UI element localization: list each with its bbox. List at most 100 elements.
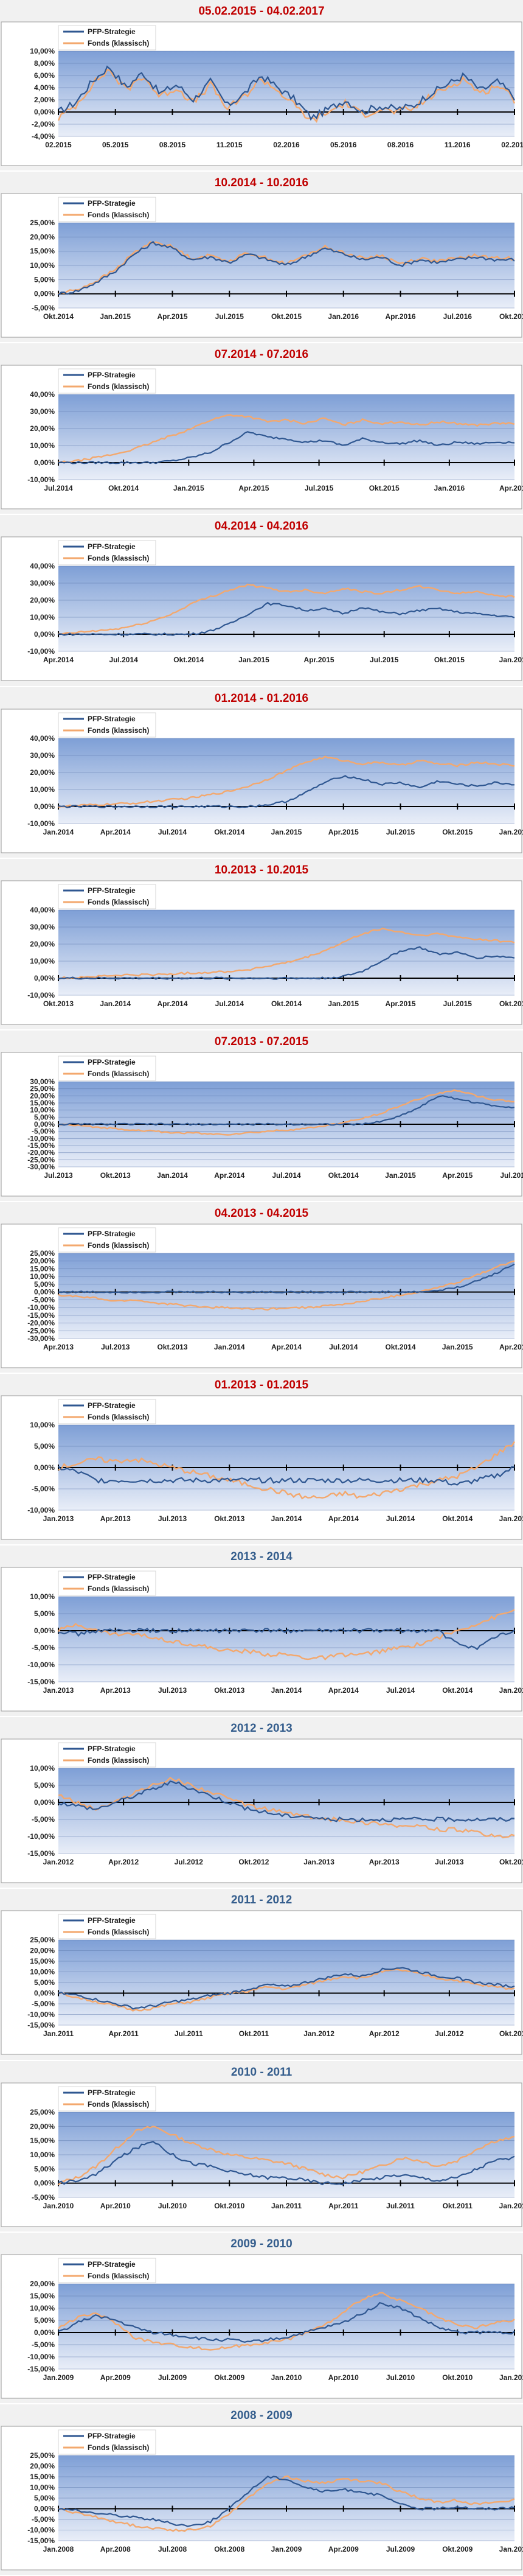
legend-box bbox=[58, 1055, 156, 1081]
panel-divider bbox=[0, 170, 523, 172]
y-tick-label: 5,00% bbox=[34, 1113, 55, 1121]
y-tick-label: 10,00% bbox=[30, 1421, 55, 1429]
x-tick-label: Jul.2014 bbox=[329, 1343, 358, 1351]
panel-divider bbox=[0, 342, 523, 344]
y-tick-label: 20,00% bbox=[30, 2280, 55, 2288]
y-tick-label: 15,00% bbox=[30, 1264, 55, 1273]
chart-title: 2012 - 2013 bbox=[230, 1722, 293, 1735]
y-tick-label: 0,00% bbox=[34, 974, 55, 982]
y-tick-label: 0,00% bbox=[34, 1120, 55, 1129]
y-tick-label: 5,00% bbox=[34, 1978, 55, 1987]
y-tick-label: 2,00% bbox=[34, 96, 55, 104]
y-tick-label: -15,00% bbox=[27, 2536, 55, 2545]
x-tick-label: 05.2016 bbox=[330, 141, 357, 149]
y-tick-label: -15,00% bbox=[27, 1141, 55, 1150]
x-tick-label: Jan.2011 bbox=[271, 2202, 302, 2210]
y-tick-label: 25,00% bbox=[30, 1084, 55, 1093]
legend-label: PFP-Strategie bbox=[88, 886, 136, 895]
y-tick-label: 40,00% bbox=[30, 906, 55, 914]
y-tick-label: 0,00% bbox=[34, 2504, 55, 2513]
fund-line bbox=[58, 2475, 515, 2532]
y-tick-label: 40,00% bbox=[30, 562, 55, 570]
x-tick-label: Jul.2015 bbox=[443, 999, 473, 1008]
y-tick-label: -5,00% bbox=[32, 1815, 55, 1824]
x-tick-label: Jan.2014 bbox=[271, 1514, 302, 1523]
x-tick-label: Okt.2011 bbox=[239, 2029, 269, 2038]
y-tick-label: 5,00% bbox=[34, 1609, 55, 1618]
chart-svg: 10,00%5,00%0,00%-5,00%-10,00%-15,00%Jan.… bbox=[1, 1738, 523, 1883]
x-tick-label: Jan.2015 bbox=[100, 312, 131, 321]
panel-divider bbox=[0, 1373, 523, 1374]
panel-divider bbox=[0, 2231, 523, 2233]
y-tick-label: 0,00% bbox=[34, 802, 55, 811]
chart-svg: 25,00%20,00%15,00%10,00%5,00%0,00%-5,00%… bbox=[1, 1223, 523, 1368]
y-tick-label: 10,00% bbox=[30, 1592, 55, 1601]
y-tick-label: 15,00% bbox=[30, 1957, 55, 1965]
y-tick-label: 10,00% bbox=[30, 441, 55, 450]
x-tick-label: Okt.2015 bbox=[271, 312, 302, 321]
plot-area bbox=[58, 909, 514, 995]
y-tick-label: 0,00% bbox=[34, 2179, 55, 2187]
y-tick-label: -2,00% bbox=[32, 120, 55, 128]
y-tick-label: 25,00% bbox=[30, 1249, 55, 1258]
x-tick-label: Apr.2010 bbox=[100, 2202, 131, 2210]
y-tick-label: 10,00% bbox=[30, 613, 55, 621]
x-tick-label: 02.2015 bbox=[45, 141, 72, 149]
x-tick-label: Jul.2016 bbox=[443, 312, 473, 321]
chart-title: 07.2014 - 07.2016 bbox=[214, 348, 309, 362]
x-tick-label: Okt.2014 bbox=[385, 1343, 415, 1351]
plot-area bbox=[58, 1597, 514, 1682]
x-tick-label: Jul.2015 bbox=[215, 312, 244, 321]
plot-area bbox=[58, 738, 514, 824]
chart-svg: 40,00%30,00%20,00%10,00%0,00%-10,00%Okt.… bbox=[1, 880, 523, 1025]
x-tick-label: Okt.2008 bbox=[214, 2545, 244, 2553]
y-tick-label: -10,00% bbox=[27, 1661, 55, 1669]
y-tick-label: 4,00% bbox=[34, 83, 55, 92]
y-tick-label: -10,00% bbox=[27, 2011, 55, 2019]
y-tick-label: 0,00% bbox=[34, 1288, 55, 1297]
strategy-line bbox=[58, 2475, 515, 2527]
y-tick-label: -5,00% bbox=[32, 2340, 55, 2349]
chart-svg: 10,00% 8,00% 6,00% 4,00% 2,00% 0,00% -2,00% -4,… bbox=[1, 21, 523, 166]
legend-label: PFP-Strategie bbox=[88, 2260, 136, 2269]
x-tick-label: Jul.2013 bbox=[101, 1343, 130, 1351]
chart-title: 2013 - 2014 bbox=[230, 1550, 293, 1564]
x-tick-label: Jul.2014 bbox=[386, 1686, 415, 1695]
panel-divider bbox=[0, 857, 523, 859]
x-tick-label: Okt.2015 bbox=[434, 656, 465, 664]
x-tick-label: 08.2015 bbox=[159, 141, 186, 149]
panel-divider bbox=[0, 1029, 523, 1031]
x-tick-label: Apr.2014 bbox=[157, 999, 187, 1008]
legend-label: Fonds (klassisch) bbox=[88, 898, 149, 906]
x-tick-label: Jan.2015 bbox=[238, 656, 269, 664]
legend-box bbox=[58, 1399, 156, 1424]
chart-panel: 05.02.2015 - 04.02.2017 10,00% 8,00% 6,00% 4… bbox=[0, 0, 523, 172]
plot-area bbox=[58, 394, 514, 480]
y-tick-label: -5,00% bbox=[32, 1127, 55, 1135]
x-tick-label: Jan.2010 bbox=[271, 2373, 302, 2382]
legend-label: PFP-Strategie bbox=[88, 371, 136, 379]
y-tick-label: 0,00% bbox=[34, 630, 55, 639]
x-tick-label: Jan.2016 bbox=[434, 484, 465, 492]
x-tick-label: Jan.2009 bbox=[43, 2373, 74, 2382]
y-tick-label: 20,00% bbox=[30, 2462, 55, 2470]
x-tick-label: 11.2016 bbox=[445, 141, 471, 149]
x-tick-label: Okt.2014 bbox=[214, 828, 244, 836]
y-tick-label: -10,00% bbox=[27, 2525, 55, 2534]
y-tick-label: -25,00% bbox=[27, 1326, 55, 1335]
strategy-line bbox=[58, 1263, 515, 1294]
chart-svg: 40,00%30,00%20,00%10,00%0,00%-10,00%Apr.… bbox=[1, 536, 523, 681]
x-tick-label: Jan.2013 bbox=[303, 1858, 334, 1866]
y-tick-label: 10,00% bbox=[30, 47, 55, 55]
y-tick-label: 20,00% bbox=[30, 596, 55, 604]
legend-box bbox=[58, 1914, 156, 1939]
y-tick-label: 6,00% bbox=[34, 71, 55, 80]
x-tick-label: Okt.2015 bbox=[442, 828, 473, 836]
y-tick-label: -5,00% bbox=[32, 304, 55, 312]
x-tick-label: Jul.2013 bbox=[435, 1858, 464, 1866]
chart-svg: 30,00%25,00%20,00%15,00%10,00%5,00%0,00%… bbox=[1, 1052, 523, 1197]
legend-label: Fonds (klassisch) bbox=[88, 1928, 149, 1936]
panel-divider bbox=[0, 2059, 523, 2061]
y-tick-label: 30,00% bbox=[30, 751, 55, 760]
y-tick-label: 10,00% bbox=[30, 2483, 55, 2491]
